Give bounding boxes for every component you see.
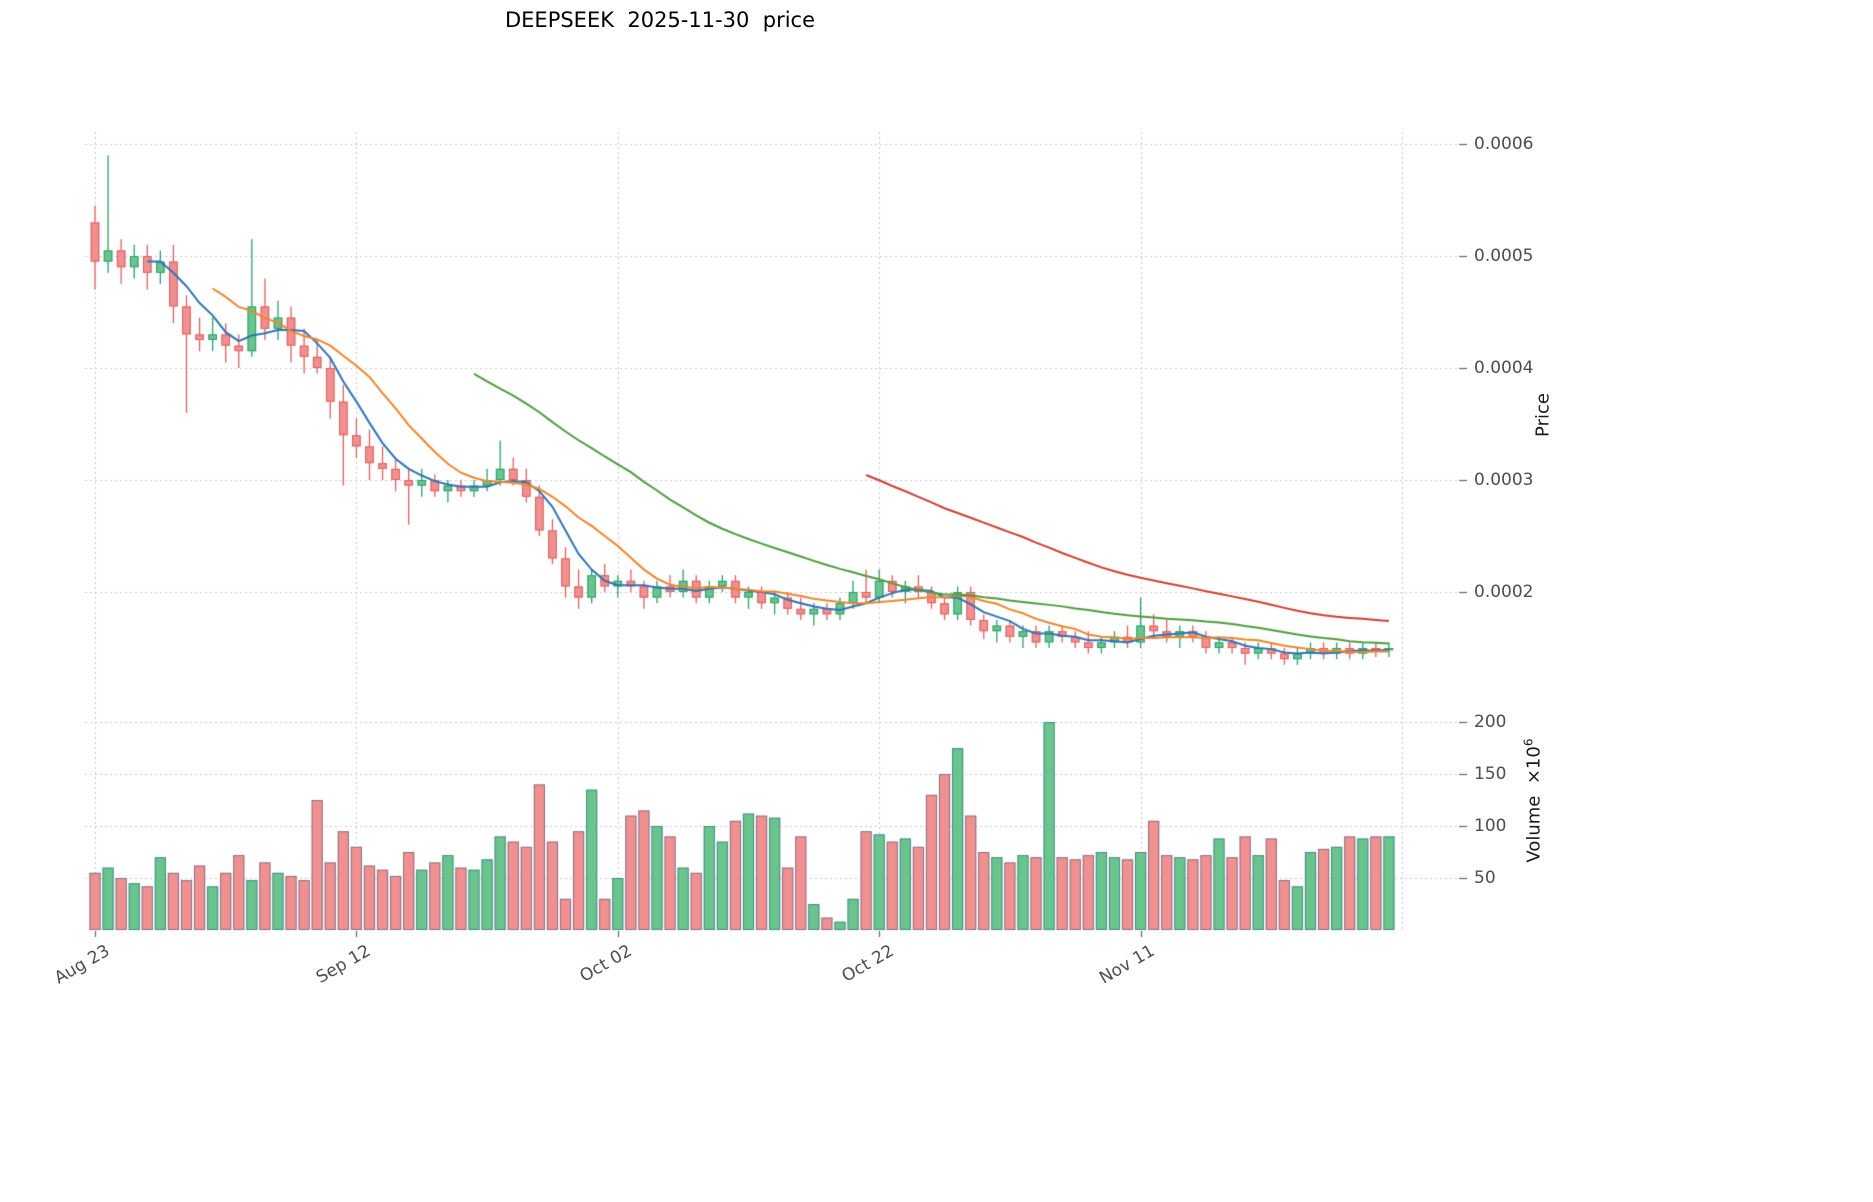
volume-axis-tick-label: 50	[1474, 868, 1496, 888]
volume-axis-title-exponent: 6	[1521, 738, 1536, 747]
volume-axis-title: Volume ×106	[1501, 739, 1566, 886]
price-axis-tick-label: 0.0006	[1474, 134, 1534, 154]
price-axis-tick-label: 0.0002	[1474, 582, 1534, 602]
volume-axis-tick-label: 150	[1474, 764, 1507, 784]
volume-axis-title-base: Volume ×10	[1523, 746, 1545, 863]
price-axis-tick-label: 0.0005	[1474, 246, 1534, 266]
price-axis-tick-label: 0.0003	[1474, 470, 1534, 490]
price-axis-title: Price	[1532, 393, 1554, 437]
volume-axis-tick-label: 200	[1474, 712, 1507, 732]
price-axis-tick-label: 0.0004	[1474, 358, 1534, 378]
chart-title: DEEPSEEK 2025-11-30 price	[504, 8, 816, 32]
volume-axis-tick-label: 100	[1474, 816, 1507, 836]
